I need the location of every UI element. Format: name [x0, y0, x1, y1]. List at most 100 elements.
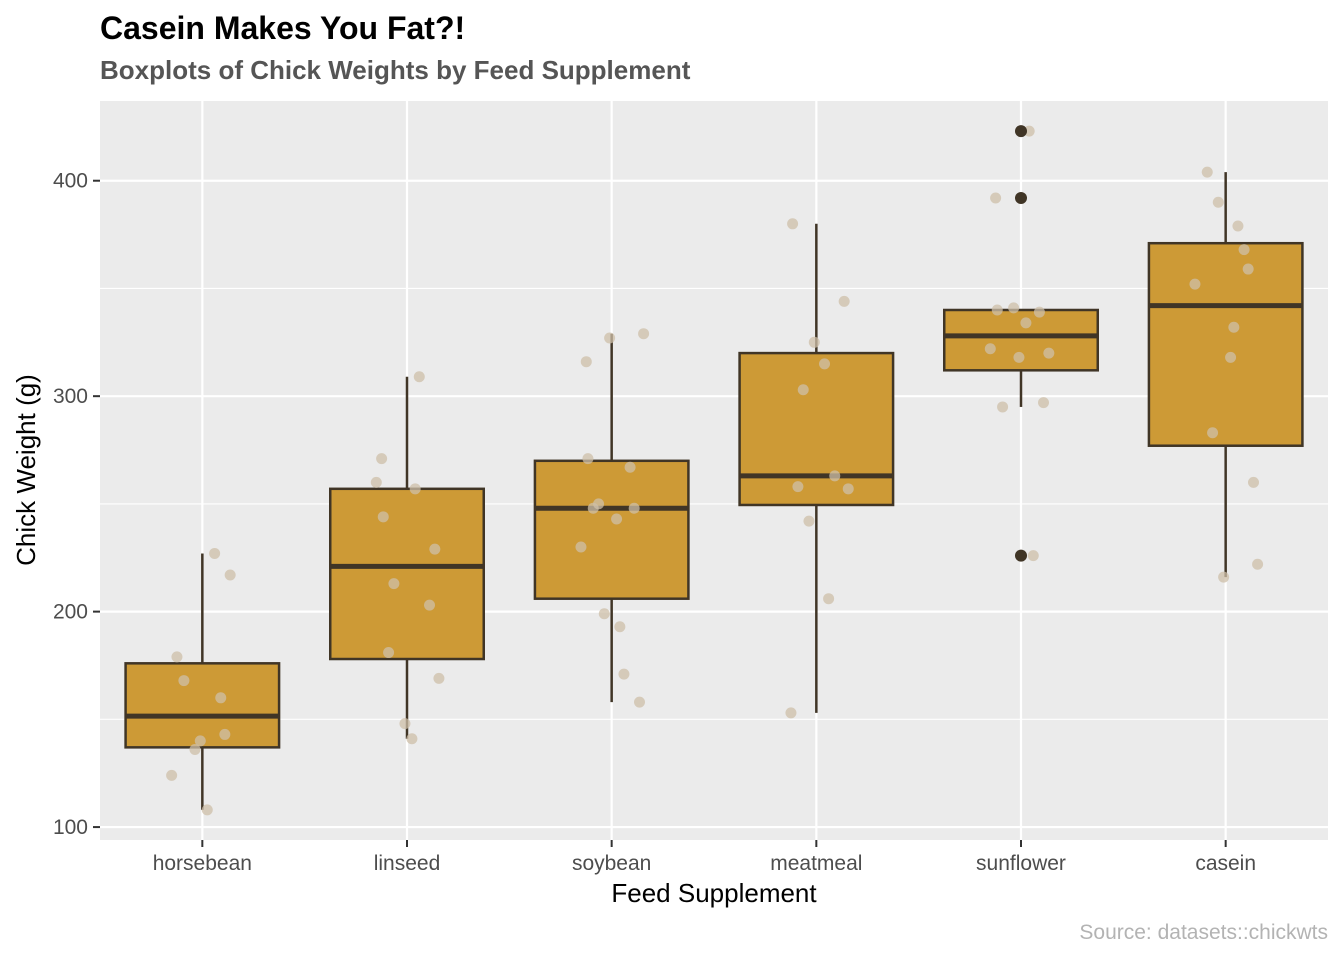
plot-panel: [100, 101, 1328, 840]
data-point: [399, 718, 411, 730]
data-point: [1043, 347, 1055, 359]
data-point: [409, 483, 421, 495]
data-point: [997, 401, 1009, 413]
data-point: [201, 804, 213, 816]
data-point: [624, 461, 636, 473]
box-soybean: [533, 333, 690, 703]
y-axis-title: Chick Weight (g): [11, 374, 41, 566]
data-point: [1201, 166, 1213, 178]
data-point: [838, 295, 850, 307]
data-point: [1238, 244, 1250, 256]
data-point: [587, 502, 599, 514]
x-tick-label: casein: [1195, 852, 1256, 875]
data-point: [991, 304, 1003, 316]
x-axis: horsebean linseed soybean meatmeal sunflower…: [153, 840, 1256, 875]
data-point: [1027, 550, 1039, 562]
box-iqr: [329, 487, 485, 661]
chart-subtitle: Boxplots of Chick Weights by Feed Supple…: [100, 55, 691, 85]
data-point: [1232, 220, 1244, 232]
data-point: [1218, 571, 1230, 583]
jitter-layer: [166, 125, 1264, 816]
outlier-point: [1015, 549, 1027, 562]
box-horsebean: [124, 553, 281, 810]
grid-minor: [100, 287, 1328, 720]
outlier-layer: [1015, 125, 1027, 562]
data-point: [792, 481, 804, 493]
data-point: [209, 547, 221, 559]
x-tick-label: horsebean: [153, 852, 252, 875]
box-iqr: [533, 459, 690, 600]
data-point: [370, 476, 382, 488]
y-axis: 100 200 300 400: [53, 170, 100, 839]
chart-caption: Source: datasets::chickwts: [1079, 921, 1328, 944]
data-point: [1038, 397, 1050, 409]
data-point: [429, 543, 441, 555]
data-point: [598, 608, 610, 620]
y-tick-label: 300: [53, 385, 88, 408]
data-point: [1242, 263, 1254, 275]
x-tick-label: sunflower: [976, 852, 1066, 875]
data-point: [1207, 427, 1219, 439]
data-point: [638, 328, 650, 340]
data-point: [604, 332, 616, 344]
data-point: [611, 513, 623, 525]
data-point: [376, 453, 388, 465]
data-point: [787, 218, 799, 230]
data-point: [1248, 476, 1260, 488]
x-tick-label: linseed: [374, 852, 441, 875]
data-point: [628, 502, 640, 514]
data-point: [383, 647, 395, 659]
data-point: [1008, 302, 1020, 314]
data-point: [1189, 278, 1201, 290]
data-point: [634, 696, 646, 708]
box-iqr: [738, 351, 895, 507]
data-point: [194, 735, 206, 747]
data-point: [1225, 351, 1237, 363]
box-iqr: [1147, 241, 1304, 447]
data-point: [433, 672, 445, 684]
data-point: [219, 728, 231, 740]
data-point: [575, 541, 587, 553]
data-point: [829, 470, 841, 482]
box-layer: [124, 172, 1304, 810]
box-iqr: [124, 662, 281, 749]
y-tick-label: 200: [53, 601, 88, 624]
data-point: [785, 707, 797, 719]
box-linseed: [329, 376, 485, 739]
data-point: [1033, 306, 1045, 318]
data-point: [1212, 196, 1224, 208]
data-point: [189, 744, 201, 756]
box-casein: [1147, 172, 1304, 578]
data-point: [1020, 317, 1032, 329]
data-point: [797, 384, 809, 396]
data-point: [1023, 125, 1035, 137]
box-meatmeal: [738, 223, 895, 713]
data-point: [1013, 351, 1025, 363]
data-point: [178, 675, 190, 687]
x-tick-label: meatmeal: [770, 852, 862, 875]
data-point: [388, 578, 400, 590]
data-point: [984, 343, 996, 355]
chart-title: Casein Makes You Fat?!: [100, 10, 465, 46]
data-point: [1228, 321, 1240, 333]
x-tick-label: soybean: [572, 852, 651, 875]
data-point: [166, 769, 178, 781]
data-point: [990, 192, 1002, 204]
data-point: [808, 336, 820, 348]
outlier-point: [1015, 125, 1027, 138]
x-axis-title: Feed Supplement: [611, 878, 817, 908]
data-point: [803, 515, 815, 527]
data-point: [614, 621, 626, 633]
data-point: [1252, 558, 1264, 570]
data-point: [406, 733, 418, 745]
data-point: [171, 651, 183, 663]
data-point: [618, 668, 630, 680]
data-point: [413, 371, 425, 383]
data-point: [580, 356, 592, 368]
data-point: [224, 569, 236, 581]
outlier-point: [1015, 191, 1027, 204]
data-point: [582, 453, 594, 465]
data-point: [424, 599, 436, 611]
